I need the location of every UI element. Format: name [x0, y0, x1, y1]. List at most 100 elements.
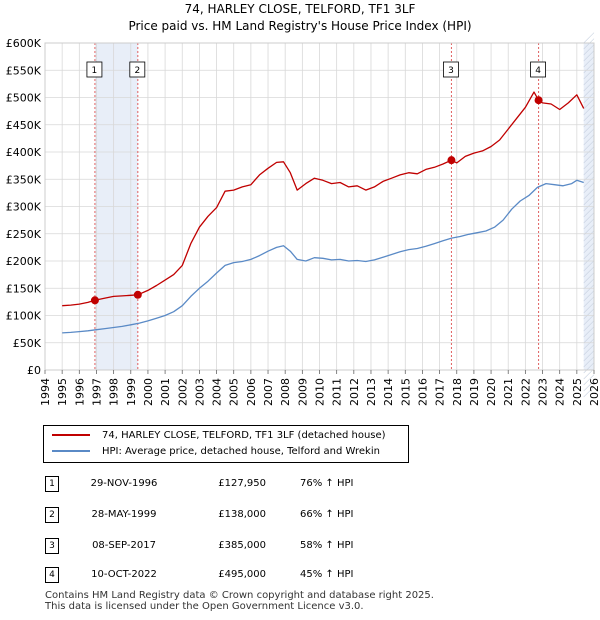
sale-label-box: [530, 61, 546, 78]
hatch-line: [583, 290, 595, 302]
sale-price: £495,000: [218, 569, 266, 580]
sale-number: 1: [45, 476, 59, 492]
hatch-line: [583, 308, 595, 320]
hatch-line: [583, 128, 595, 140]
chart-subtitle: Price paid vs. HM Land Registry's House …: [128, 19, 471, 33]
hatch-line: [583, 374, 595, 386]
x-tick-label: 2015: [399, 378, 412, 406]
x-axis-ticks: 1994 1995 1996 1997 1998 1999 2000 2001 2002 2003…: [39, 370, 600, 406]
y-tick-label: £450K: [6, 119, 42, 132]
x-tick-label: 2017: [434, 378, 447, 406]
x-tick-label: 2023: [537, 378, 550, 406]
x-tick-label: 1998: [108, 378, 121, 406]
sale-date: 10-OCT-2022: [91, 569, 157, 580]
footer: Contains HM Land Registry data © Crown c…: [45, 590, 434, 612]
x-tick-label: 2020: [485, 378, 498, 406]
hatch-line: [583, 164, 595, 176]
sale-label-box: [129, 61, 146, 78]
sale-row: 2 28-MAY-1999 £138,000 66% ↑ HPI: [0, 507, 600, 527]
legend-swatch-property: [52, 434, 90, 436]
y-tick-label: £0: [27, 364, 41, 377]
hatch-line: [583, 152, 595, 164]
legend-label-hpi: HPI: Average price, detached house, Telf…: [102, 446, 380, 457]
hatch-line: [583, 74, 595, 86]
y-tick-label: £600K: [6, 37, 42, 50]
x-tick-label: 2010: [314, 378, 327, 406]
x-tick-label: 2004: [211, 378, 224, 406]
sale-points: [90, 96, 543, 305]
sale-row: 3 08-SEP-2017 £385,000 58% ↑ HPI: [0, 538, 600, 558]
series-line-hpi: [62, 179, 584, 334]
x-tick-label: 2021: [502, 378, 515, 406]
sale-row: 1 29-NOV-1996 £127,950 76% ↑ HPI: [0, 476, 600, 496]
sale-marker-lines: [94, 43, 540, 370]
hatch-line: [583, 98, 595, 110]
sale-number: 2: [45, 507, 59, 523]
hatch-line: [583, 266, 595, 278]
hatch-line: [583, 206, 595, 218]
series-lines: [62, 91, 585, 334]
hatch-line: [583, 32, 595, 44]
hatch-line: [583, 338, 595, 350]
hatch-line: [583, 344, 595, 356]
legend-item-property: 74, HARLEY CLOSE, TELFORD, TF1 3LF (deta…: [52, 429, 386, 443]
x-tick-label: 2024: [554, 378, 567, 406]
hatch-line: [583, 176, 595, 188]
sale-number: 3: [45, 538, 59, 554]
hatch-line: [583, 188, 595, 200]
sale-hpi-change: 58% ↑ HPI: [300, 540, 354, 551]
legend-item-hpi: HPI: Average price, detached house, Telf…: [52, 445, 380, 459]
x-tick-label: 2000: [142, 378, 155, 406]
sale-label-text: 4: [535, 66, 541, 76]
sale-point: [90, 296, 99, 305]
x-tick-label: 1994: [39, 378, 52, 406]
hatch-line: [583, 350, 595, 362]
y-tick-label: £350K: [6, 173, 42, 186]
x-tick-label: 2009: [296, 378, 309, 406]
x-tick-label: 2003: [193, 378, 206, 406]
hatch-line: [583, 260, 595, 272]
hatch-line: [583, 116, 595, 128]
sale-date: 29-NOV-1996: [90, 478, 158, 489]
sale-hpi-change: 66% ↑ HPI: [300, 509, 354, 520]
chart-title: 74, HARLEY CLOSE, TELFORD, TF1 3LF: [185, 2, 416, 16]
x-tick-label: 1999: [125, 378, 138, 406]
hatch-line: [583, 212, 595, 224]
hatch-line: [583, 104, 595, 116]
sale-label-text: 1: [92, 66, 98, 76]
x-tick-label: 2025: [571, 378, 584, 406]
x-tick-label: 1995: [56, 378, 69, 406]
sale-point: [133, 290, 142, 299]
hatch-line: [583, 326, 595, 338]
hatch-line: [583, 254, 595, 266]
hatch-line: [583, 44, 595, 56]
hatch-line: [583, 62, 595, 74]
hatch-line: [583, 386, 595, 398]
sale-label-text: 3: [448, 66, 454, 76]
sale-date: 08-SEP-2017: [92, 540, 156, 551]
hatch-line: [583, 248, 595, 260]
sale-price: £138,000: [218, 509, 266, 520]
sale-price: £127,950: [218, 478, 266, 489]
hatch-line: [583, 356, 595, 368]
x-tick-label: 1996: [73, 378, 86, 406]
sale-label-text: 2: [134, 66, 140, 76]
hatch-line: [583, 38, 595, 50]
hatch-line: [583, 278, 595, 290]
hatch-line: [583, 194, 595, 206]
y-tick-label: £100K: [6, 310, 42, 323]
hatch-line: [583, 230, 595, 242]
y-tick-label: £250K: [6, 228, 42, 241]
hatch-line: [583, 110, 595, 122]
series-line-property: [62, 91, 585, 307]
legend: 74, HARLEY CLOSE, TELFORD, TF1 3LF (deta…: [43, 425, 409, 463]
sale-price: £385,000: [218, 540, 266, 551]
y-axis-ticks: £0 £50K £100K £150K £200K £250K £300K £350K £400…: [6, 37, 42, 377]
x-tick-label: 2005: [228, 378, 241, 406]
y-tick-label: £50K: [13, 337, 42, 350]
x-tick-label: 2014: [382, 378, 395, 406]
y-tick-label: £400K: [6, 146, 42, 159]
x-tick-label: 2018: [451, 378, 464, 406]
y-tick-label: £550K: [6, 64, 42, 77]
x-tick-label: 2006: [245, 378, 258, 406]
